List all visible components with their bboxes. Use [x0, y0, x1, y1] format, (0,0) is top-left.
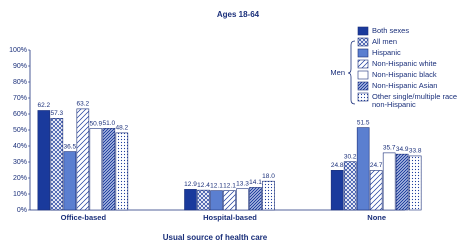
value-label: 50.9 [90, 120, 103, 127]
bar [89, 128, 103, 211]
y-tick-label: 80% [13, 79, 27, 86]
legend-swatch [357, 81, 369, 91]
value-label: 18.0 [262, 173, 275, 180]
value-label: 12.4 [197, 182, 210, 189]
value-label: 48.2 [116, 125, 129, 132]
legend-label: Non-Hispanic Asian [372, 80, 438, 90]
bar [50, 118, 64, 211]
y-tick-label: 0% [17, 207, 27, 214]
y-tick-label: 70% [13, 95, 27, 102]
value-label: 35.7 [383, 145, 396, 152]
legend-swatch [357, 48, 369, 58]
bar [343, 161, 357, 211]
legend-label: Non-Hispanic black [372, 69, 437, 79]
x-axis-title: Usual source of health care [163, 233, 268, 242]
bar [369, 170, 383, 211]
bar [102, 128, 116, 211]
y-tick-label: 20% [13, 175, 27, 182]
value-label: 13.3 [236, 180, 249, 187]
value-label: 36.5 [64, 143, 77, 150]
bar [330, 170, 344, 211]
legend-label: Hispanic [372, 47, 401, 57]
bar [37, 110, 51, 211]
y-tick-label: 50% [13, 127, 27, 134]
value-label: 14.1 [249, 179, 262, 186]
bar [236, 188, 249, 211]
y-tick-label: 10% [13, 191, 27, 198]
value-label: 12.1 [223, 182, 236, 189]
value-label: 30.2 [344, 153, 357, 160]
bar [197, 189, 210, 211]
y-tick-label: 100% [9, 47, 27, 54]
bar [249, 187, 262, 211]
legend-label: All men [372, 36, 398, 46]
value-label: 34.9 [396, 146, 409, 153]
value-label: 24.8 [331, 162, 344, 169]
bar [115, 132, 129, 211]
value-label: 12.9 [184, 181, 197, 188]
bar [210, 190, 223, 211]
chart-title: Ages 18-64 [217, 10, 260, 19]
legend-label: Other single/multiple race non-Hispanic [372, 91, 458, 109]
x-tick-label: Hospital-based [203, 213, 257, 222]
value-label: 57.3 [51, 110, 64, 117]
legend-swatch [357, 92, 369, 102]
x-tick-label: Office-based [61, 213, 107, 222]
legend-swatch [357, 59, 369, 69]
x-tick-label: None [367, 213, 386, 222]
legend-label: Both sexes [372, 25, 410, 35]
legend-group-label: Men [330, 68, 345, 77]
value-label: 63.2 [77, 101, 90, 108]
legend-bracket [347, 40, 356, 105]
bar [356, 127, 370, 211]
y-tick-label: 90% [13, 63, 27, 70]
legend-swatch [357, 26, 369, 36]
bar [63, 151, 77, 211]
bar [408, 155, 422, 211]
bar [262, 180, 275, 211]
legend-swatch [357, 37, 369, 47]
value-label: 12.1 [210, 182, 223, 189]
bar [382, 152, 396, 211]
bar [184, 189, 197, 211]
value-label: 51.0 [103, 120, 116, 127]
bar [76, 108, 90, 211]
bar [223, 190, 236, 211]
value-label: 24.7 [370, 162, 383, 169]
y-tick-label: 30% [13, 159, 27, 166]
value-label: 51.5 [357, 119, 370, 126]
y-tick-label: 40% [13, 143, 27, 150]
value-label: 62.2 [38, 102, 51, 109]
legend-swatch [357, 70, 369, 80]
legend-label: Non-Hispanic white [372, 58, 437, 68]
value-label: 33.8 [409, 148, 422, 155]
bar [395, 153, 409, 211]
y-tick-label: 60% [13, 111, 27, 118]
